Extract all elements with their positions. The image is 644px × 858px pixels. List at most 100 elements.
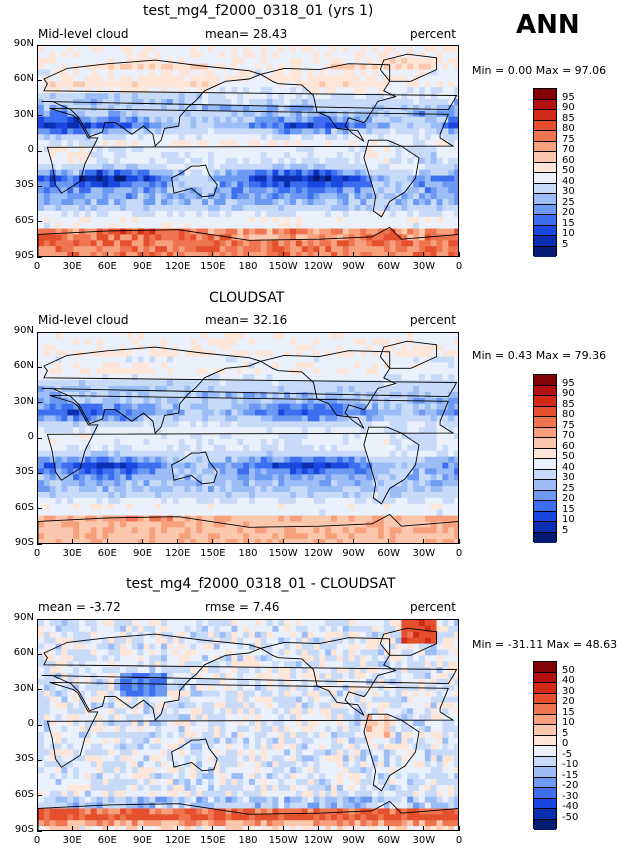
heatmap-cell xyxy=(313,222,320,230)
heatmap-cell xyxy=(96,222,104,230)
heatmap-cell xyxy=(43,199,51,206)
heatmap-cell xyxy=(79,116,86,124)
heatmap-cell xyxy=(313,497,320,505)
heatmap-cell xyxy=(389,128,397,135)
y-tick-label: 30S xyxy=(14,179,34,191)
heatmap-cell xyxy=(418,69,426,77)
heatmap-cell xyxy=(436,362,444,369)
heatmap-cell xyxy=(161,350,168,358)
heatmap-cell xyxy=(137,116,145,124)
heatmap-cell xyxy=(131,104,139,112)
y-tick-mark xyxy=(37,79,42,81)
heatmap-cell xyxy=(424,228,432,236)
heatmap-cell xyxy=(108,356,115,364)
heatmap-cell xyxy=(354,146,361,153)
heatmap-cell xyxy=(166,468,174,475)
heatmap-cell xyxy=(319,57,326,65)
heatmap-cell xyxy=(225,356,233,364)
heatmap-cell xyxy=(172,210,180,218)
heatmap-cell xyxy=(307,87,315,94)
heatmap-cell xyxy=(354,222,361,230)
heatmap-cell xyxy=(149,350,156,358)
heatmap-cell xyxy=(55,169,63,177)
heatmap-cell xyxy=(401,421,408,428)
heatmap-cell xyxy=(295,228,303,236)
heatmap-cell xyxy=(213,391,221,399)
heatmap-cell xyxy=(114,397,121,405)
heatmap-cell xyxy=(272,486,279,493)
heatmap-cell xyxy=(137,146,145,153)
heatmap-cell xyxy=(219,456,227,464)
heatmap-cell xyxy=(430,222,438,230)
heatmap-cell xyxy=(436,344,444,352)
heatmap-cell xyxy=(231,246,238,253)
heatmap-cell xyxy=(55,57,63,65)
heatmap-cell xyxy=(55,386,63,393)
heatmap-cell xyxy=(442,187,449,194)
heatmap-cell xyxy=(319,63,326,71)
heatmap-cell xyxy=(389,492,397,499)
heatmap-cell xyxy=(301,140,309,147)
heatmap-cell xyxy=(418,350,426,358)
heatmap-cell xyxy=(125,81,133,88)
heatmap-cell xyxy=(413,368,420,375)
heatmap-cell xyxy=(67,234,74,241)
heatmap-cell xyxy=(413,252,420,256)
heatmap-cell xyxy=(348,110,356,118)
heatmap-cell xyxy=(61,444,68,452)
heatmap-cell xyxy=(325,486,332,493)
heatmap-cell xyxy=(266,99,274,106)
heatmap-cell xyxy=(424,444,432,452)
heatmap-cell xyxy=(413,128,420,135)
heatmap-cell xyxy=(55,110,63,118)
heatmap-cell xyxy=(307,216,315,224)
heatmap-cell xyxy=(49,456,57,464)
heatmap-cell xyxy=(366,515,373,523)
heatmap-cell xyxy=(137,421,145,428)
heatmap-cell xyxy=(407,87,414,94)
heatmap-cell xyxy=(348,157,356,165)
heatmap-cell xyxy=(213,338,221,346)
heatmap-cell xyxy=(377,368,385,375)
heatmap-cell xyxy=(49,362,57,369)
heatmap-cell xyxy=(278,193,285,200)
heatmap-cell xyxy=(172,427,180,434)
heatmap-cell xyxy=(137,187,145,194)
heatmap-cell xyxy=(290,433,297,440)
heatmap-cell xyxy=(225,415,233,422)
heatmap-cell xyxy=(237,409,244,417)
heatmap-cell xyxy=(190,333,197,340)
heatmap-cell xyxy=(395,46,402,53)
heatmap-cell xyxy=(184,240,191,247)
heatmap-cell xyxy=(55,356,63,364)
heatmap-cell xyxy=(143,415,150,422)
heatmap-cell xyxy=(237,439,244,446)
colorbar-segment xyxy=(534,204,556,215)
heatmap-cell xyxy=(366,397,373,405)
heatmap-cell xyxy=(407,374,414,381)
heatmap-cell xyxy=(184,409,191,417)
heatmap-cell xyxy=(207,503,215,511)
heatmap-cell xyxy=(149,57,156,65)
heatmap-cell xyxy=(43,503,51,511)
heatmap-cell xyxy=(448,228,455,236)
heatmap-cell xyxy=(149,503,156,511)
heatmap-cell xyxy=(383,134,391,141)
heatmap-cell xyxy=(454,474,458,481)
heatmap-cell xyxy=(243,509,250,517)
heatmap-cell xyxy=(38,57,45,65)
heatmap-cell xyxy=(360,116,367,124)
heatmap-cell xyxy=(120,356,127,364)
heatmap-cell xyxy=(207,246,215,253)
heatmap-cell xyxy=(360,181,367,188)
heatmap-cell xyxy=(295,46,303,53)
heatmap-cell xyxy=(301,433,309,440)
heatmap-cell xyxy=(301,252,309,256)
heatmap-cell xyxy=(131,81,139,88)
heatmap-cell xyxy=(278,338,285,346)
heatmap-cell xyxy=(143,81,150,88)
heatmap-cell xyxy=(430,468,438,475)
heatmap-cell xyxy=(436,216,444,224)
heatmap-cell xyxy=(260,210,268,218)
heatmap-cell xyxy=(172,333,180,340)
